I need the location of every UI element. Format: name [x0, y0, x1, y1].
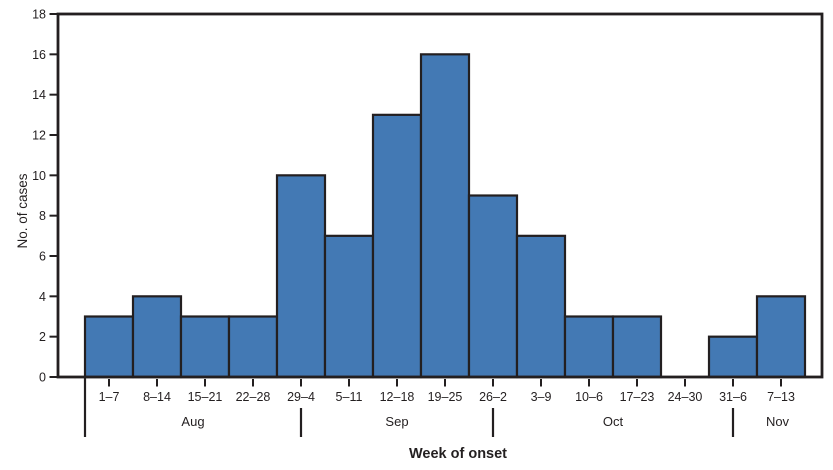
month-label: Nov: [766, 414, 790, 429]
bar: [707, 335, 759, 379]
bar: [131, 295, 183, 379]
month-label: Oct: [603, 414, 624, 429]
x-axis-title: Week of onset: [408, 446, 508, 462]
bar: [467, 194, 519, 379]
axis-frame: [56, 12, 824, 379]
y-tick-label: 12: [32, 129, 46, 143]
week-tick-label: 8–14: [143, 390, 171, 404]
y-tick-label: 8: [39, 209, 46, 223]
bar: [371, 113, 423, 379]
bar: [227, 315, 279, 379]
bar: [755, 295, 807, 379]
week-tick-label: 26–2: [479, 390, 507, 404]
week-tick-label: 22–28: [236, 390, 271, 404]
month-label: Aug: [181, 414, 204, 429]
bar: [419, 53, 471, 379]
week-tick-label: 29–4: [287, 390, 315, 404]
bar: [179, 315, 231, 379]
month-label: Sep: [385, 414, 408, 429]
y-tick-label: 2: [39, 330, 46, 344]
week-tick-label: 24–30: [668, 390, 703, 404]
week-tick-label: 17–23: [620, 390, 655, 404]
y-tick-label: 4: [39, 290, 46, 304]
week-tick-label: 1–7: [99, 390, 120, 404]
week-tick-label: 12–18: [380, 390, 415, 404]
y-axis-title: No. of cases: [15, 173, 30, 249]
y-tick-label: 6: [39, 250, 46, 264]
week-tick-label: 19–25: [428, 390, 463, 404]
week-tick-label: 5–11: [336, 390, 363, 404]
week-tick-label: 3–9: [531, 390, 552, 404]
y-tick-label: 10: [32, 169, 46, 183]
week-tick-label: 15–21: [188, 390, 223, 404]
bar: [275, 174, 327, 379]
y-tick-label: 16: [32, 48, 46, 62]
bar: [83, 315, 135, 379]
bar: [515, 234, 567, 379]
bar: [563, 315, 615, 379]
week-tick-label: 31–6: [719, 390, 747, 404]
y-tick-label: 18: [32, 8, 46, 22]
bar: [323, 234, 375, 379]
y-tick-label: 0: [39, 371, 46, 385]
week-tick-label: 7–13: [767, 390, 795, 404]
y-tick-label: 14: [32, 88, 46, 102]
bar: [611, 315, 663, 379]
week-tick-label: 10–6: [575, 390, 603, 404]
